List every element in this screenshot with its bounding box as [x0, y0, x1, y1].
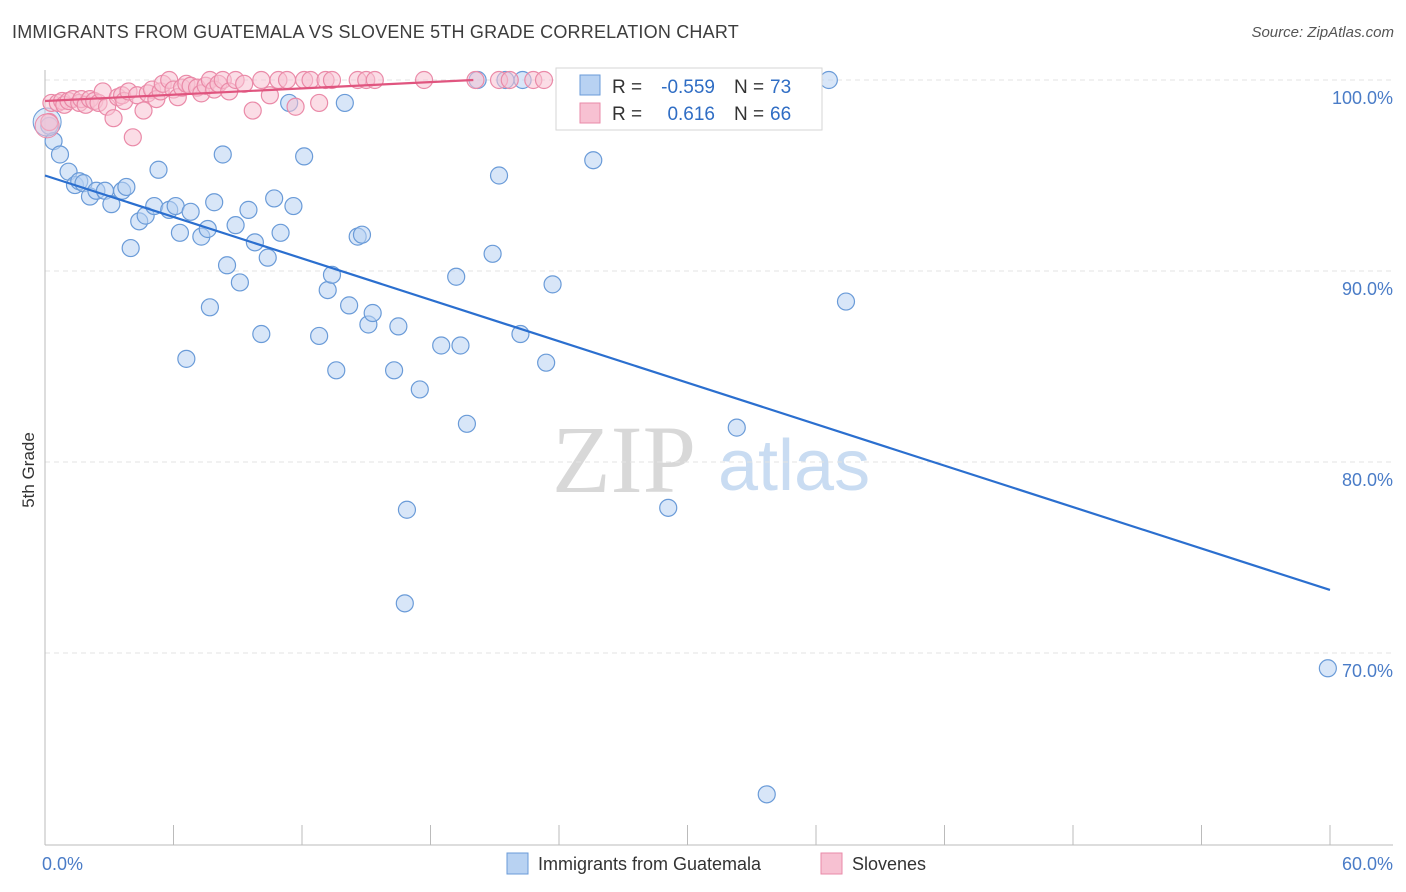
- guatemala-point-39: [295, 147, 314, 166]
- legend-n-value-pink: 66: [770, 104, 791, 125]
- guatemala-point-12: [117, 177, 136, 197]
- guatemala-point-21: [177, 349, 196, 368]
- guatemala-point-33: [252, 324, 271, 344]
- guatemala-point-69: [727, 418, 746, 437]
- slovenes-point-61: [500, 70, 519, 90]
- y-tick-label-70: 70.0%: [1342, 661, 1393, 681]
- slovenes-point-48: [277, 70, 297, 90]
- slovenes-trendline: [44, 78, 474, 103]
- legend-r-value-blue: -0.559: [661, 77, 715, 98]
- guatemala-point-47: [352, 225, 372, 244]
- guatemala-point-72: [836, 292, 856, 311]
- series-legend-label-guatemala: Immigrants from Guatemala: [538, 854, 762, 874]
- slovenes-point-52: [310, 93, 329, 113]
- slovenes-point-54: [322, 70, 342, 90]
- guatemala-point-27: [213, 145, 232, 164]
- guatemala-point-22: [181, 202, 200, 221]
- slovenes-cluster-point: [34, 113, 60, 139]
- y-tick-label-80: 80.0%: [1342, 470, 1393, 490]
- guatemala-point-53: [395, 594, 414, 613]
- guatemala-point-65: [537, 353, 556, 372]
- guatemala-point-13: [121, 238, 140, 258]
- chart-title: IMMIGRANTS FROM GUATEMALA VS SLOVENE 5TH…: [12, 22, 739, 42]
- guatemala-point-44: [335, 93, 354, 113]
- x-tick-label-min: 0.0%: [42, 854, 83, 874]
- legend-swatch-pink: [579, 102, 601, 124]
- legend-n-label-pink: N =: [734, 104, 764, 125]
- guatemala-point-41: [318, 281, 337, 300]
- guatemala-point-66: [543, 275, 562, 294]
- guatemala-point-67: [584, 151, 603, 170]
- guatemala-point-30: [230, 273, 249, 292]
- slovenes-point-22: [134, 101, 153, 120]
- guatemala-point-57: [451, 336, 470, 355]
- guatemala-point-61: [489, 166, 509, 185]
- x-tick-label-max: 60.0%: [1342, 854, 1393, 874]
- guatemala-point-60: [483, 244, 502, 263]
- slovenes-point-49: [286, 97, 305, 116]
- guatemala-point-26: [205, 193, 224, 212]
- guatemala-point-52: [397, 500, 417, 519]
- y-tick-label-90: 90.0%: [1342, 279, 1393, 299]
- guatemala-point-71: [819, 70, 838, 90]
- series-legend-label-slovenes: Slovenes: [852, 854, 926, 874]
- legend-n-label-blue: N =: [734, 77, 764, 98]
- guatemala-point-58: [457, 414, 477, 433]
- guatemala-point-50: [384, 361, 404, 380]
- slovenes-point-63: [534, 70, 554, 90]
- gridlines: [45, 79, 1393, 654]
- source-credit: Source: ZipAtlas.com: [1251, 24, 1394, 41]
- legend-r-label-blue: R =: [612, 77, 642, 98]
- series-legend: Immigrants from Guatemala Slovenes: [506, 852, 926, 875]
- legend-r-value-pink: 0.616: [667, 104, 715, 125]
- guatemala-point-29: [226, 216, 245, 235]
- slovenes-point-15: [104, 109, 123, 128]
- guatemala-point-2: [50, 145, 70, 164]
- guatemala-point-35: [265, 189, 284, 208]
- watermark-zip: ZIP: [552, 406, 696, 513]
- guatemala-point-28: [217, 256, 237, 275]
- y-axis-title: 5th Grade: [19, 432, 38, 508]
- guatemala-point-25: [200, 298, 220, 317]
- guatemala-point-17: [149, 160, 168, 179]
- guatemala-point-49: [363, 303, 382, 323]
- guatemala-point-10: [102, 195, 121, 214]
- guatemala-point-55: [432, 336, 451, 355]
- stats-legend: R = -0.559 N = 73 R = 0.616 N = 66: [555, 67, 823, 131]
- slovenes-point-45: [252, 70, 271, 90]
- series-legend-swatch-slovenes: [820, 852, 843, 875]
- guatemala-point-20: [170, 223, 190, 242]
- guatemala-point-70: [757, 785, 776, 804]
- series-legend-swatch-guatemala: [506, 852, 529, 875]
- guatemala-point-43: [327, 361, 346, 380]
- slovenes-point-58: [414, 70, 434, 90]
- guatemala-trendline: [44, 174, 1331, 592]
- axes: [44, 70, 1393, 846]
- guatemala-point-38: [284, 196, 303, 216]
- guatemala-point-40: [310, 326, 329, 346]
- guatemala-point-73: [1318, 659, 1337, 678]
- guatemala-point-56: [447, 267, 466, 286]
- guatemala-point-36: [271, 223, 290, 242]
- legend-swatch-blue: [579, 74, 601, 96]
- guatemala-point-68: [659, 498, 678, 517]
- guatemala-point-45: [340, 296, 359, 315]
- legend-n-value-blue: 73: [770, 77, 791, 98]
- slovenes-point-43: [235, 74, 254, 93]
- y-tick-label-100: 100.0%: [1332, 88, 1393, 108]
- watermark-atlas: atlas: [718, 426, 870, 506]
- slovenes-point-44: [243, 101, 262, 120]
- slovenes-point-20: [123, 128, 142, 147]
- guatemala-point-54: [410, 380, 429, 399]
- guatemala-point-51: [389, 317, 408, 336]
- trendlines: [44, 78, 1331, 592]
- slovenes-point-0: [40, 112, 59, 132]
- guatemala-point-34: [258, 248, 277, 267]
- guatemala-point-31: [239, 200, 258, 219]
- series-guatemala-points: [32, 70, 1337, 804]
- legend-r-label-pink: R =: [612, 104, 642, 125]
